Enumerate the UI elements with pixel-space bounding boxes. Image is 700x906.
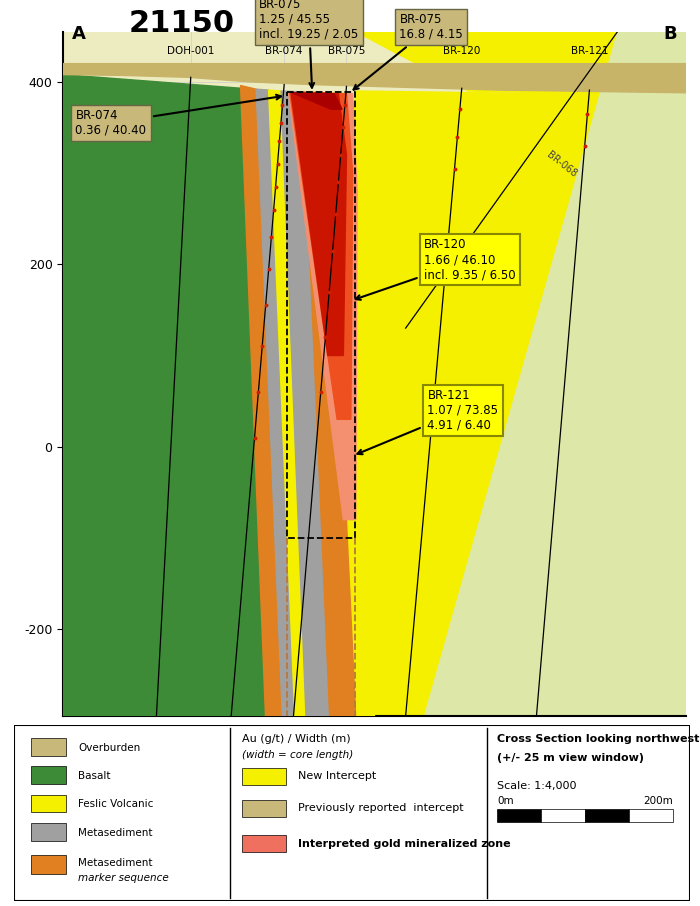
Polygon shape — [281, 91, 330, 716]
Bar — [242, 835, 286, 852]
Text: Au (g/t) / Width (m): Au (g/t) / Width (m) — [242, 734, 351, 744]
Bar — [242, 768, 286, 785]
Text: B: B — [663, 24, 677, 43]
Text: Metasediment: Metasediment — [78, 859, 153, 869]
Text: 21150: 21150 — [128, 9, 234, 38]
Polygon shape — [424, 32, 686, 716]
Bar — [242, 800, 286, 816]
Text: (+/- 25 m view window): (+/- 25 m view window) — [497, 753, 644, 763]
Bar — [541, 809, 584, 822]
Text: BR-121
1.07 / 73.85
4.91 / 6.40: BR-121 1.07 / 73.85 4.91 / 6.40 — [358, 389, 498, 454]
Text: Basalt: Basalt — [78, 771, 111, 781]
Polygon shape — [303, 92, 357, 716]
Text: (width = core length): (width = core length) — [242, 750, 354, 760]
Text: BR-074: BR-074 — [265, 46, 303, 56]
Polygon shape — [356, 32, 686, 95]
Polygon shape — [312, 91, 686, 716]
Bar — [629, 809, 673, 822]
Text: BR-120: BR-120 — [443, 46, 480, 56]
Polygon shape — [63, 32, 686, 716]
Polygon shape — [63, 63, 686, 92]
Text: Feslic Volcanic: Feslic Volcanic — [78, 799, 153, 809]
Text: New Intercept: New Intercept — [298, 771, 376, 781]
Text: BR-075: BR-075 — [328, 46, 365, 56]
Bar — [497, 809, 541, 822]
Text: BR-068: BR-068 — [545, 149, 578, 178]
Text: Cross Section looking northwest: Cross Section looking northwest — [497, 734, 699, 744]
Polygon shape — [293, 92, 342, 110]
Bar — [31, 766, 66, 784]
Bar — [31, 854, 66, 874]
Polygon shape — [328, 92, 374, 716]
Text: 0m: 0m — [497, 796, 514, 806]
Polygon shape — [241, 85, 282, 716]
Polygon shape — [269, 90, 306, 716]
Text: BR-121: BR-121 — [570, 46, 608, 56]
Polygon shape — [288, 92, 357, 520]
Text: DOH-001: DOH-001 — [167, 46, 214, 56]
Text: marker sequence: marker sequence — [78, 872, 169, 882]
Text: BR-075
1.25 / 45.55
incl. 19.25 / 2.05: BR-075 1.25 / 45.55 incl. 19.25 / 2.05 — [259, 0, 358, 88]
Bar — [31, 738, 66, 756]
Text: A: A — [72, 24, 86, 43]
Bar — [31, 823, 66, 841]
Text: BR-120
1.66 / 46.10
incl. 9.35 / 6.50: BR-120 1.66 / 46.10 incl. 9.35 / 6.50 — [356, 238, 516, 300]
Text: Metasediment: Metasediment — [78, 827, 153, 837]
Text: BR-074
0.36 / 40.40: BR-074 0.36 / 40.40 — [76, 95, 281, 137]
Text: Interpreted gold mineralized zone: Interpreted gold mineralized zone — [298, 839, 510, 849]
Polygon shape — [256, 89, 295, 716]
Polygon shape — [290, 92, 353, 419]
Text: Overburden: Overburden — [78, 743, 141, 753]
Polygon shape — [63, 74, 278, 716]
Text: Scale: 1:4,000: Scale: 1:4,000 — [497, 781, 577, 791]
Polygon shape — [291, 92, 346, 355]
Text: Previously reported  intercept: Previously reported intercept — [298, 804, 463, 814]
Text: BR-075
16.8 / 4.15: BR-075 16.8 / 4.15 — [354, 13, 463, 90]
Bar — [31, 795, 66, 813]
Text: 200m: 200m — [643, 796, 673, 806]
Bar — [584, 809, 629, 822]
